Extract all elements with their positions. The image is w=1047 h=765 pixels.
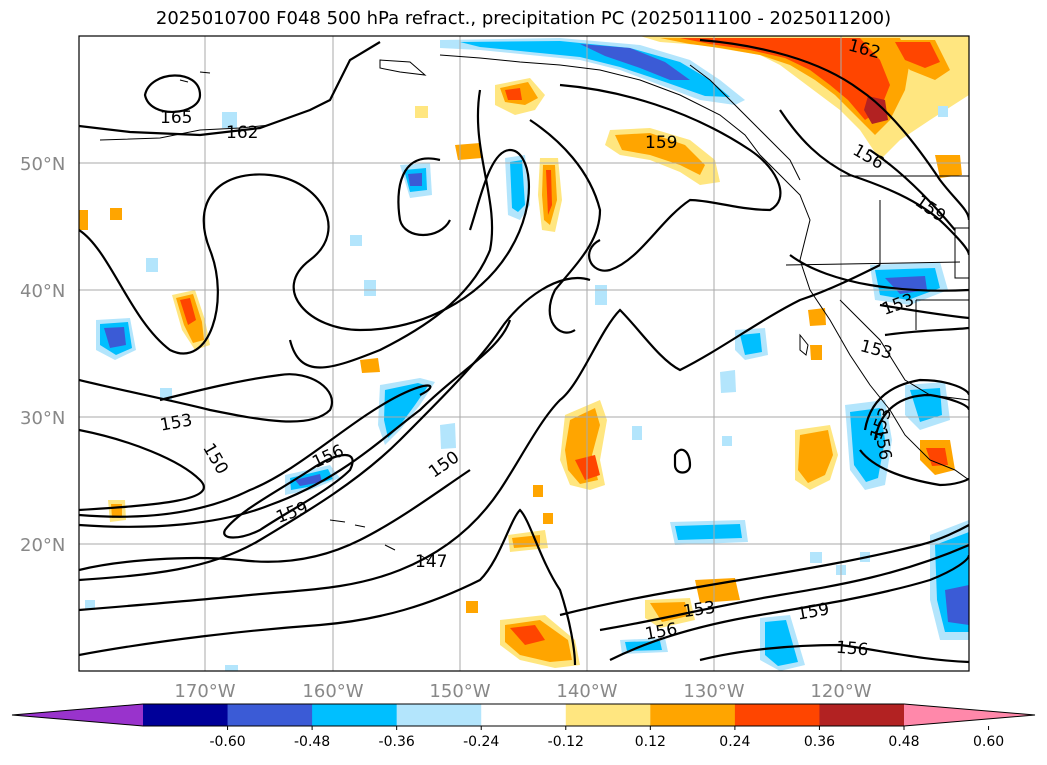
contour-label: 165 — [160, 108, 192, 128]
colorbar-segment — [565, 704, 651, 726]
colorbar-tick-label: -0.60 — [209, 734, 245, 750]
colorbar-tick-label: -0.36 — [379, 734, 415, 750]
colorbar-tick-label: 0.36 — [804, 734, 835, 750]
colorbar-segment — [396, 704, 482, 726]
lat-label: 40°N — [20, 281, 65, 302]
plot-area — [79, 36, 969, 671]
lat-label: 50°N — [20, 154, 65, 175]
lat-label: 30°N — [20, 408, 65, 429]
contour-label: 162 — [226, 123, 258, 143]
colorbar-outline — [11, 703, 1036, 727]
colorbar-tick-label: -0.48 — [294, 734, 330, 750]
precip-positive-shading — [79, 36, 969, 668]
colorbar-segment — [481, 704, 567, 726]
contour-label: 153 — [682, 598, 717, 622]
colorbar: -0.60 -0.48 -0.36 -0.24 -0.12 0.12 0.24 0.36 0.4… — [11, 703, 1036, 750]
colorbar-extend-high — [904, 704, 1035, 726]
colorbar-segment — [143, 704, 229, 726]
colorbar-segment — [312, 704, 398, 726]
contour-label: 159 — [645, 133, 677, 153]
colorbar-tick-label: -0.24 — [463, 734, 499, 750]
colorbar-tick-label: 0.60 — [973, 734, 1004, 750]
lon-label: 140°W — [556, 681, 617, 702]
colorbar-extend-low — [12, 704, 143, 726]
colorbar-segment — [227, 704, 313, 726]
lon-label: 130°W — [683, 681, 744, 702]
colorbar-tick-label: 0.24 — [719, 734, 750, 750]
longitude-labels: 170°W 160°W 150°W 140°W 130°W 120°W — [174, 681, 871, 702]
colorbar-tick-label: -0.12 — [548, 734, 584, 750]
height-contours — [79, 38, 969, 666]
coastlines — [99, 54, 969, 561]
precip-negative-shading — [85, 38, 969, 671]
colorbar-tick-label: 0.12 — [635, 734, 666, 750]
lon-label: 150°W — [429, 681, 490, 702]
colorbar-segment — [819, 704, 905, 726]
grid-lines — [79, 36, 969, 671]
lon-label: 170°W — [174, 681, 235, 702]
lon-label: 120°W — [810, 681, 871, 702]
map-title: 2025010700 F048 500 hPa refract., precip… — [155, 8, 892, 29]
lon-label: 160°W — [302, 681, 363, 702]
lat-label: 20°N — [20, 535, 65, 556]
colorbar-tick-label: 0.48 — [888, 734, 919, 750]
plot-frame — [78, 35, 970, 672]
contour-label: 147 — [415, 552, 447, 572]
colorbar-segment — [650, 704, 736, 726]
latitude-labels: 50°N 40°N 30°N 20°N — [20, 154, 65, 556]
colorbar-segment — [734, 704, 820, 726]
contour-label: 156 — [835, 638, 869, 661]
